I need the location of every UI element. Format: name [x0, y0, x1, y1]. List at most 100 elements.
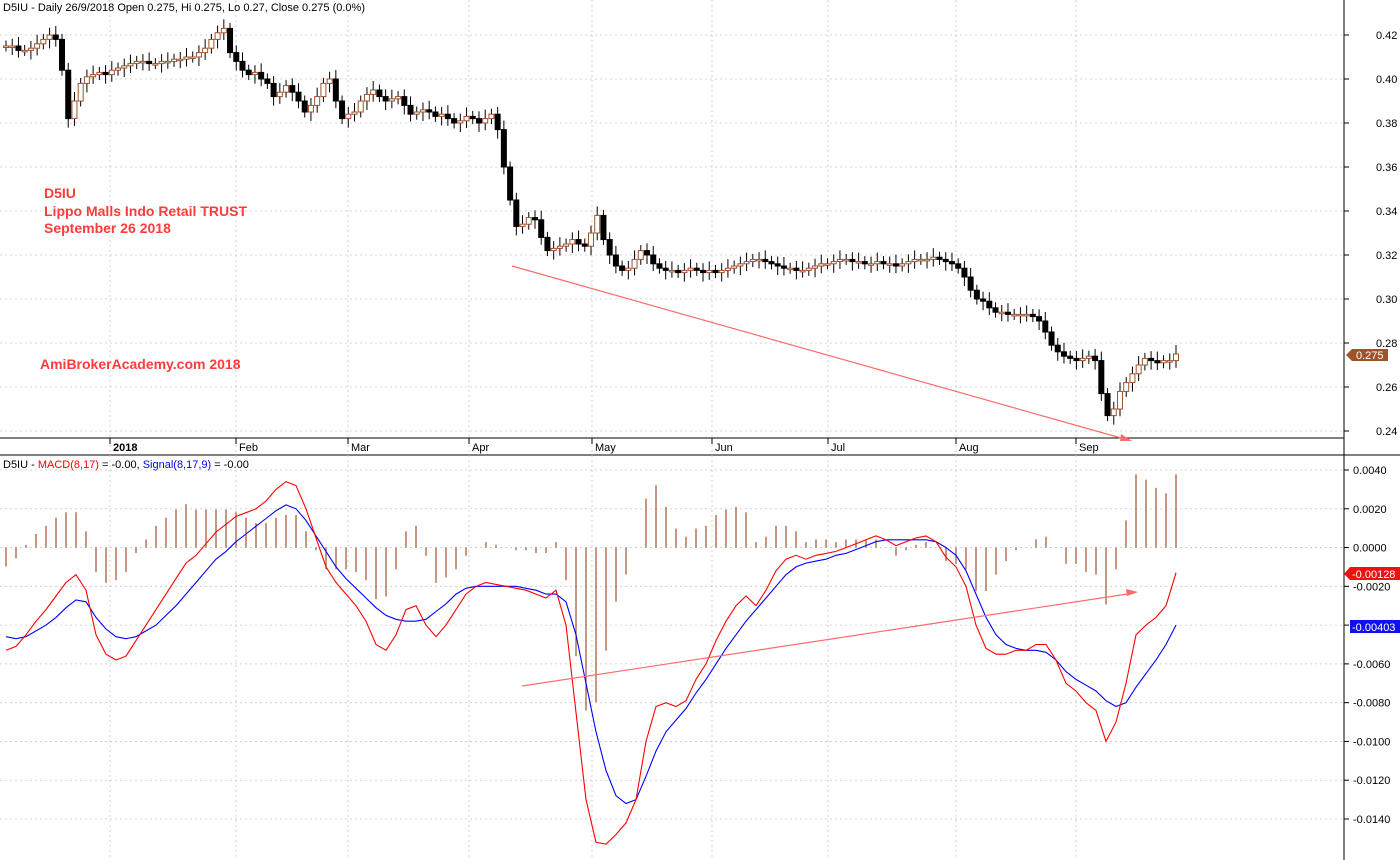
macd-grid [0, 469, 1344, 820]
candle-body-up [749, 258, 756, 263]
candle-body-up [463, 115, 470, 122]
price-y-tick-label: 0.40 [1376, 74, 1397, 86]
candle-body-down [675, 269, 682, 274]
candle-body-up [370, 89, 377, 95]
candle-body-down [382, 96, 389, 102]
candle-body-down [861, 261, 868, 265]
candle-body-up [158, 60, 165, 65]
candlestick-series [3, 19, 1179, 425]
candle-body-down [227, 27, 234, 54]
signal-value-text: -0.00403 [1352, 622, 1395, 634]
candle-body-down [1067, 355, 1074, 359]
macd-y-tick-label: -0.0120 [1353, 775, 1390, 787]
price-y-axis: 0.42 0.40 0.38 0.36 0.34 0.32 0.30 0.28 0.26 0.24 [1344, 30, 1397, 438]
candle-body-down [538, 219, 545, 238]
candle-body-up [351, 111, 358, 115]
candle-body-up [21, 49, 28, 53]
candle-body-up [27, 47, 34, 51]
candle-body-up [171, 58, 178, 62]
candle-body-up [3, 45, 9, 48]
candle-body-down [239, 60, 246, 71]
candle-body-down [612, 254, 619, 267]
candle-body-down [494, 113, 501, 131]
candle-body-down [146, 60, 153, 65]
candle-body-up [1173, 353, 1179, 362]
candle-body-up [189, 56, 196, 59]
candle-body-up [388, 98, 395, 102]
candle-body-down [451, 118, 458, 124]
candle-body-down [264, 78, 271, 84]
candle-body-up [220, 27, 227, 34]
candle-body-up [917, 258, 924, 262]
candle-body-down [712, 269, 719, 274]
candle-body-up [1160, 360, 1167, 364]
candle-body-down [270, 82, 277, 98]
candle-body-down [432, 111, 439, 117]
candle-body-up [812, 265, 819, 269]
macd-y-tick-label: -0.0020 [1353, 581, 1390, 593]
candle-body-up [1023, 313, 1030, 317]
macd-lines [5, 480, 1177, 845]
candle-body-up [1116, 390, 1123, 410]
candle-body-down [1148, 357, 1155, 362]
candle-body-up [183, 56, 190, 60]
candle-body-up [115, 67, 122, 71]
macd-y-tick-label: -0.0060 [1353, 659, 1390, 671]
candle-body-down [650, 254, 657, 265]
candle-body-down [662, 267, 669, 271]
candle-body-up [830, 261, 837, 265]
candle-body-up [930, 256, 937, 260]
candle-body-up [488, 113, 495, 120]
price-y-tick-label: 0.32 [1376, 250, 1397, 262]
candle-body-up [631, 258, 638, 269]
candle-body-up [96, 71, 103, 76]
candle-body-up [756, 258, 763, 262]
candle-body-up [525, 217, 532, 225]
macd-value-text: -0.00128 [1352, 569, 1395, 581]
candle-body-up [251, 71, 258, 76]
macd-pane-header: D5IU - MACD(8,17) = -0.00, Signal(8,17,9… [3, 459, 249, 471]
candle-body-down [992, 307, 999, 313]
candle-body-down [15, 45, 22, 51]
candle-body-down [575, 239, 582, 245]
candle-body-down [955, 263, 962, 269]
x-tick-label: Aug [959, 442, 979, 454]
candle-body-up [818, 263, 825, 267]
candle-body-up [164, 60, 171, 64]
candle-body-down [102, 71, 109, 76]
candle-body-down [1060, 351, 1067, 357]
price-y-tick-label: 0.36 [1376, 162, 1397, 174]
candle-body-up [550, 247, 557, 252]
candle-body-up [345, 113, 352, 120]
candle-body-down [475, 118, 482, 124]
macd-y-axis: 0.00400.00200.0000-0.0020-0.0040-0.0060-… [1344, 465, 1390, 826]
candle-body-down [376, 89, 383, 98]
candle-body-up [718, 269, 725, 274]
candle-body-down [245, 69, 252, 76]
candle-body-up [395, 96, 402, 100]
candle-body-up [737, 263, 744, 267]
candle-body-up [637, 250, 644, 260]
candle-body-down [762, 258, 769, 263]
candle-body-down [768, 261, 775, 265]
candle-body-up [868, 263, 875, 266]
candle-body-up [911, 258, 918, 263]
candle-body-up [108, 69, 115, 76]
candle-body-up [214, 32, 221, 40]
macd-y-tick-label: 0.0020 [1353, 504, 1387, 516]
candle-body-down [780, 265, 787, 269]
candle-body-down [1073, 357, 1080, 362]
candle-body-up [799, 269, 806, 273]
signal-value-tag: -0.00403 [1350, 620, 1400, 634]
candle-body-down [258, 71, 265, 80]
candle-body-up [569, 239, 576, 245]
candle-body-up [1129, 373, 1136, 384]
candle-body-up [83, 76, 90, 84]
candle-body-down [986, 300, 993, 309]
candle-body-down [600, 214, 607, 241]
candle-body-up [1141, 357, 1148, 366]
candle-body-down [656, 263, 663, 269]
candle-body-up [314, 96, 321, 106]
candle-body-up [588, 232, 594, 247]
